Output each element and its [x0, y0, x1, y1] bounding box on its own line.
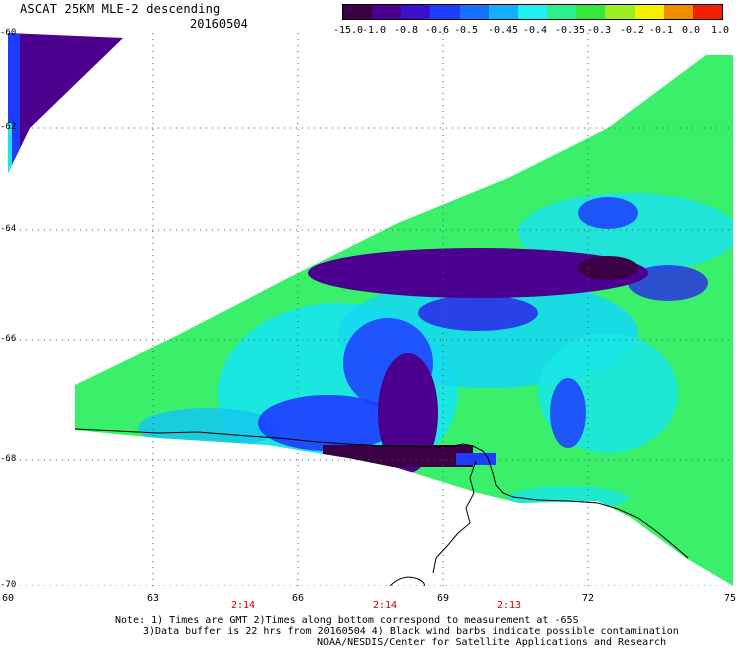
- colorbar-label: -0.6: [424, 25, 450, 36]
- lat-label: -62: [0, 122, 17, 132]
- colorbar-label: -0.3: [586, 25, 612, 36]
- lon-label: 63: [146, 593, 160, 604]
- map-title: ASCAT 25KM MLE-2 descending: [20, 2, 221, 16]
- blue-zone: [418, 295, 538, 331]
- colorbar-label: -1.0: [361, 25, 387, 36]
- colorbar-segment: [401, 5, 431, 19]
- colorbar-label: -0.5: [453, 25, 479, 36]
- colorbar-segment: [343, 5, 373, 19]
- colorbar-segment: [430, 5, 460, 19]
- lon-label: 72: [581, 593, 595, 604]
- coastline-island: [389, 576, 425, 586]
- corner-swath-fill: [8, 33, 123, 173]
- colorbar: [342, 4, 723, 20]
- colorbar-segment: [517, 5, 548, 19]
- note-line-1: Note: 1) Times are GMT 2)Times along bot…: [115, 615, 579, 626]
- lat-label: -66: [0, 334, 17, 344]
- time-label: 2:13: [496, 600, 522, 611]
- lat-label: -60: [0, 28, 17, 38]
- lat-label: -68: [0, 454, 17, 464]
- note-line-3: NOAA/NESDIS/Center for Satellite Applica…: [317, 637, 667, 648]
- colorbar-segment: [692, 5, 723, 19]
- colorbar-segment: [488, 5, 518, 19]
- map-date: 20160504: [190, 17, 248, 31]
- corner-swath: [8, 33, 123, 173]
- lon-label: 60: [1, 593, 15, 604]
- wind-map: [8, 33, 733, 586]
- blue-zone: [578, 197, 638, 229]
- colorbar-segment: [605, 5, 635, 19]
- lon-label: 75: [723, 593, 737, 604]
- lat-label: -64: [0, 224, 17, 234]
- colorbar-label: -0.45: [487, 25, 519, 36]
- colorbar-label: -0.4: [522, 25, 548, 36]
- cyan-zone: [138, 408, 278, 448]
- blue-zone: [550, 378, 586, 448]
- purple-zone: [578, 256, 638, 280]
- lat-label: -70: [0, 580, 17, 590]
- colorbar-label: -0.8: [393, 25, 419, 36]
- corner-swath-cyan: [8, 123, 12, 173]
- footer-notes: Note: 1) Times are GMT 2)Times along bot…: [115, 615, 679, 648]
- colorbar-label: 0.0: [681, 25, 701, 36]
- colorbar-label: -0.1: [648, 25, 674, 36]
- coastline-inlet: [432, 460, 477, 574]
- colorbar-segment: [459, 5, 489, 19]
- swath-coverage: [75, 55, 733, 586]
- purple-zone: [323, 445, 473, 467]
- blue-zone: [258, 395, 398, 451]
- time-label: 2:14: [372, 600, 398, 611]
- time-label: 2:14: [230, 600, 256, 611]
- coastline: [74, 428, 689, 586]
- purple-zone: [378, 353, 438, 473]
- colorbar-segment: [663, 5, 693, 19]
- colorbar-label: 1.0: [710, 25, 730, 36]
- coastline-main: [74, 428, 689, 559]
- note-line-2: 3)Data buffer is 22 hrs from 20160504 4)…: [143, 626, 679, 637]
- lon-label: 69: [436, 593, 450, 604]
- colorbar-segment: [547, 5, 577, 19]
- lon-label: 66: [291, 593, 305, 604]
- graticule: [8, 33, 733, 586]
- colorbar-segment: [634, 5, 664, 19]
- colorbar-label: -15.0: [332, 25, 364, 36]
- blue-zone: [628, 265, 708, 301]
- colorbar-segment: [372, 5, 402, 19]
- purple-zone: [308, 248, 648, 298]
- colorbar-label: -0.35: [554, 25, 586, 36]
- colorbar-label: -0.2: [619, 25, 645, 36]
- colorbar-segment: [576, 5, 606, 19]
